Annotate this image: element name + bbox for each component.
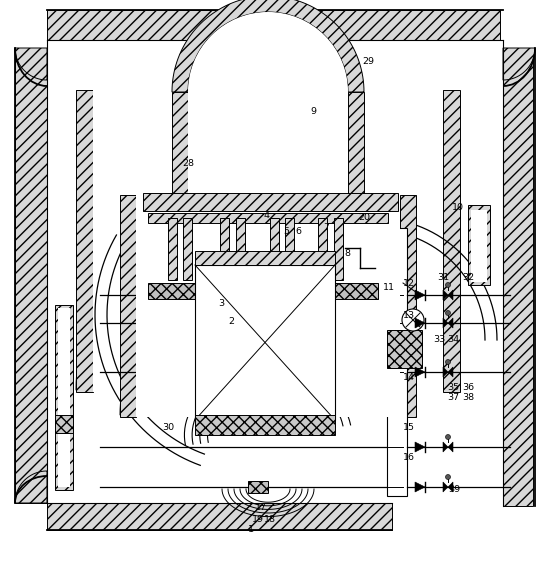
Polygon shape bbox=[443, 318, 448, 328]
Text: 1: 1 bbox=[248, 525, 254, 535]
Bar bbox=[15, 48, 47, 503]
Bar bbox=[195, 265, 335, 420]
Text: 37: 37 bbox=[447, 394, 459, 402]
Circle shape bbox=[445, 434, 450, 439]
Bar bbox=[195, 251, 335, 265]
Bar bbox=[136, 195, 400, 417]
Text: 38: 38 bbox=[462, 394, 474, 402]
Text: 14: 14 bbox=[403, 374, 415, 383]
Bar bbox=[236, 218, 245, 280]
Polygon shape bbox=[443, 482, 448, 492]
Polygon shape bbox=[415, 367, 425, 377]
Bar bbox=[334, 218, 343, 280]
Polygon shape bbox=[15, 471, 47, 503]
Bar bbox=[58, 308, 70, 487]
Polygon shape bbox=[448, 318, 453, 328]
Text: 19: 19 bbox=[252, 515, 264, 524]
Text: 30: 30 bbox=[162, 423, 174, 433]
Text: 7: 7 bbox=[323, 223, 329, 233]
Bar bbox=[148, 283, 378, 299]
Text: 36: 36 bbox=[462, 383, 474, 393]
Text: 4: 4 bbox=[263, 210, 269, 219]
Polygon shape bbox=[172, 0, 364, 92]
Polygon shape bbox=[415, 290, 425, 300]
Polygon shape bbox=[120, 267, 416, 415]
Polygon shape bbox=[443, 367, 448, 377]
Circle shape bbox=[402, 309, 424, 331]
Text: 6: 6 bbox=[295, 227, 301, 237]
Wedge shape bbox=[136, 283, 400, 415]
Bar bbox=[443, 90, 460, 392]
Text: 35: 35 bbox=[447, 383, 459, 393]
Text: 13: 13 bbox=[403, 312, 415, 320]
Text: 18: 18 bbox=[264, 515, 276, 524]
Text: 9: 9 bbox=[310, 108, 316, 116]
Bar bbox=[318, 218, 327, 280]
Text: 3: 3 bbox=[218, 299, 224, 308]
Text: 31: 31 bbox=[437, 273, 449, 281]
Polygon shape bbox=[443, 442, 448, 452]
Bar bbox=[248, 481, 268, 493]
Text: 34: 34 bbox=[447, 336, 459, 344]
Bar bbox=[143, 193, 398, 211]
Polygon shape bbox=[448, 482, 453, 492]
Text: 32: 32 bbox=[462, 273, 474, 281]
Text: 20: 20 bbox=[358, 214, 370, 222]
Bar bbox=[348, 92, 364, 207]
Polygon shape bbox=[415, 442, 425, 452]
Bar bbox=[471, 210, 487, 282]
Bar bbox=[148, 213, 388, 223]
Circle shape bbox=[445, 359, 450, 364]
Polygon shape bbox=[415, 482, 425, 492]
Bar bbox=[172, 92, 188, 207]
Bar bbox=[55, 305, 73, 490]
Circle shape bbox=[445, 311, 450, 316]
Bar bbox=[220, 218, 229, 280]
Polygon shape bbox=[503, 48, 535, 80]
Text: 15: 15 bbox=[403, 423, 415, 433]
Bar bbox=[285, 218, 294, 280]
Polygon shape bbox=[415, 318, 425, 328]
Bar bbox=[48, 41, 502, 502]
Text: 5: 5 bbox=[283, 227, 289, 237]
Bar bbox=[47, 10, 500, 40]
Text: 16: 16 bbox=[403, 453, 415, 462]
Polygon shape bbox=[15, 48, 47, 80]
Polygon shape bbox=[443, 290, 448, 300]
Text: 11: 11 bbox=[383, 282, 395, 292]
Bar bbox=[387, 228, 407, 496]
Bar bbox=[76, 90, 93, 392]
Text: 28: 28 bbox=[182, 159, 194, 167]
Text: 8: 8 bbox=[344, 249, 350, 257]
Text: 2: 2 bbox=[228, 317, 234, 327]
Bar bbox=[120, 195, 136, 417]
Bar bbox=[387, 330, 422, 368]
Text: 12: 12 bbox=[403, 278, 415, 288]
Bar bbox=[188, 92, 348, 207]
Text: 17: 17 bbox=[255, 503, 267, 512]
Polygon shape bbox=[76, 198, 460, 390]
Bar bbox=[195, 415, 335, 435]
Bar bbox=[168, 218, 177, 280]
Bar bbox=[55, 415, 73, 433]
Bar bbox=[270, 218, 279, 280]
Bar bbox=[93, 90, 443, 392]
Polygon shape bbox=[448, 367, 453, 377]
Circle shape bbox=[445, 474, 450, 480]
Bar bbox=[183, 218, 192, 280]
Bar bbox=[468, 205, 490, 285]
Polygon shape bbox=[448, 442, 453, 452]
Bar bbox=[47, 503, 392, 530]
Text: 10: 10 bbox=[452, 203, 464, 213]
Circle shape bbox=[445, 282, 450, 288]
Text: 29: 29 bbox=[362, 57, 374, 66]
Wedge shape bbox=[188, 12, 348, 92]
Text: 39: 39 bbox=[448, 485, 460, 494]
Bar bbox=[503, 48, 533, 506]
Text: 33: 33 bbox=[433, 336, 445, 344]
Polygon shape bbox=[448, 290, 453, 300]
Bar bbox=[400, 195, 416, 417]
Wedge shape bbox=[93, 215, 443, 390]
